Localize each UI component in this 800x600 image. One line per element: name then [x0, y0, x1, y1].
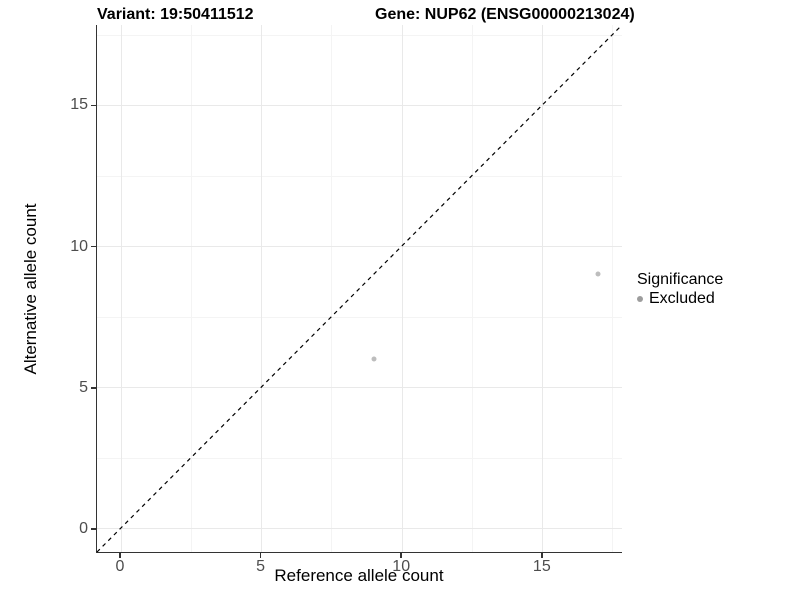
x-tick-mark	[541, 553, 543, 558]
x-tick-mark	[400, 553, 402, 558]
x-tick-label: 10	[392, 558, 411, 575]
data-point	[371, 356, 377, 362]
gridline-major-y	[97, 528, 622, 530]
legend-item-excluded: Excluded	[637, 290, 723, 308]
gridline-major-x	[401, 25, 403, 552]
y-tick-mark	[91, 528, 96, 530]
gridline-major-y	[97, 105, 622, 107]
gridline-minor-y	[97, 316, 622, 318]
y-tick-label: 10	[70, 237, 88, 255]
gridline-minor-y	[97, 175, 622, 177]
x-tick-mark	[259, 553, 262, 558]
identity-dashed-line	[96, 24, 623, 553]
gridline-minor-x	[331, 25, 333, 552]
x-tick-label: 5	[256, 558, 265, 575]
plot-panel	[96, 24, 623, 553]
gridline-major-x	[120, 25, 122, 552]
x-tick-label: 0	[115, 558, 125, 575]
y-tick-mark	[91, 245, 96, 248]
x-tick-mark	[119, 553, 121, 558]
plot-title-variant: Variant: 19:50411512	[97, 6, 254, 23]
gridline-major-y	[97, 387, 622, 389]
gridline-major-x	[261, 25, 263, 552]
y-tick-mark	[91, 104, 96, 107]
y-tick-label: 15	[70, 96, 88, 114]
excluded-point-icon	[637, 296, 643, 302]
y-tick-label: 0	[79, 520, 88, 537]
x-tick-label: 15	[532, 558, 551, 575]
gridline-major-y	[97, 246, 622, 248]
legend-item-label: Excluded	[649, 290, 715, 307]
gridline-minor-x	[612, 25, 614, 552]
plot-title-gene: Gene: NUP62 (ENSG00000213024)	[375, 6, 635, 23]
legend: Significance Excluded	[637, 270, 723, 308]
data-point	[595, 271, 601, 277]
gridline-minor-x	[471, 25, 473, 552]
y-tick-label: 5	[79, 378, 88, 396]
gridline-minor-y	[97, 457, 622, 459]
x-axis-title: Reference allele count	[274, 566, 444, 585]
y-axis-title: Alternative allele count	[21, 203, 40, 375]
gridline-minor-x	[191, 25, 193, 552]
y-tick-mark	[91, 387, 96, 389]
gridline-major-x	[541, 25, 543, 552]
legend-title: Significance	[637, 271, 724, 288]
gridline-minor-y	[97, 34, 622, 36]
